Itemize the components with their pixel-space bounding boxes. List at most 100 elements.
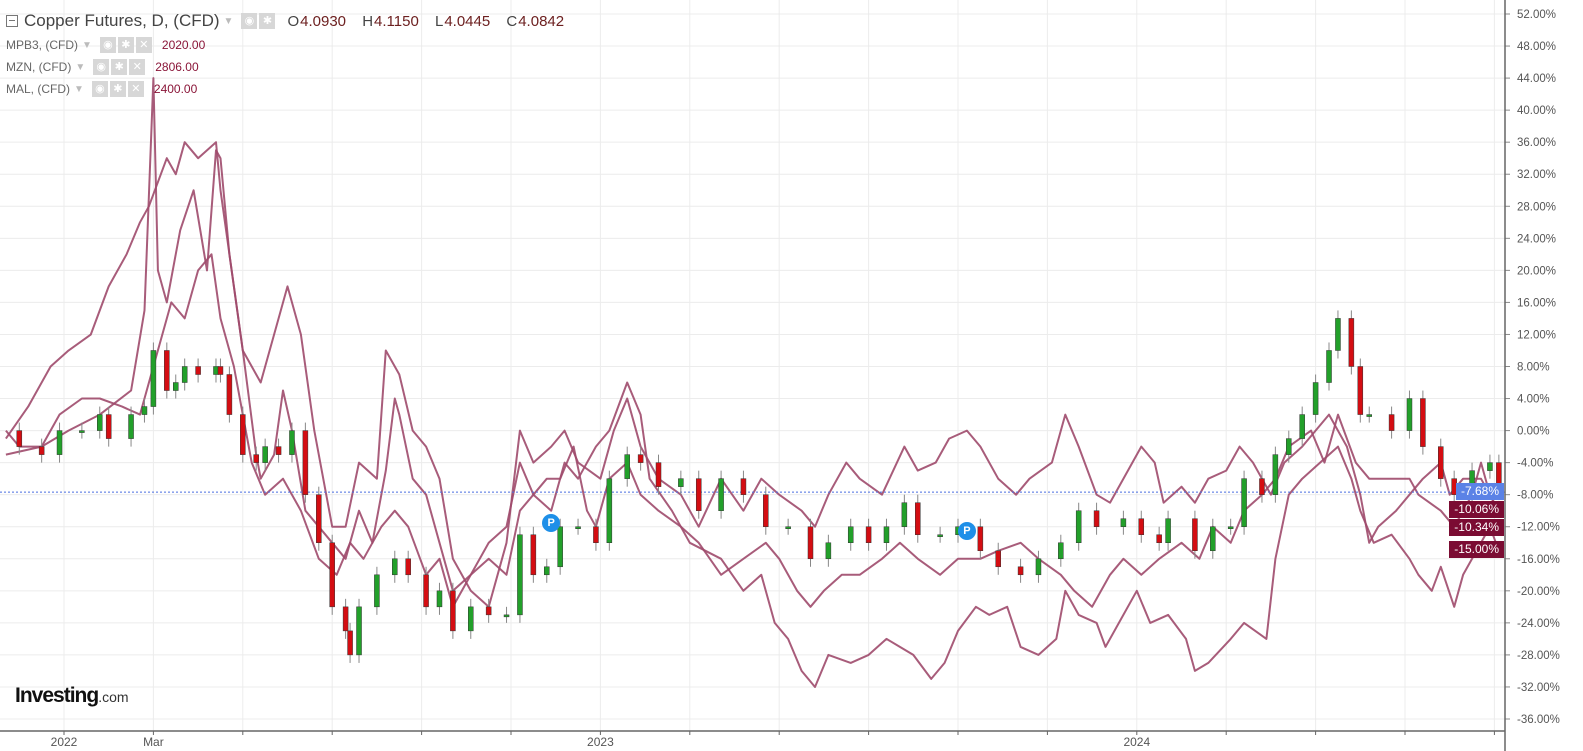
- x-tick-label: Mar: [143, 735, 164, 749]
- y-tick-label: 4.00%: [1517, 394, 1550, 406]
- candle-down: [1138, 518, 1145, 535]
- y-tick-label: 48.00%: [1517, 41, 1556, 53]
- candle-down: [1259, 478, 1265, 495]
- gear-icon[interactable]: ✱: [117, 37, 134, 53]
- x-tick-label: 2023: [587, 735, 614, 749]
- candle-down: [226, 374, 233, 415]
- eye-icon[interactable]: ◉: [91, 81, 108, 97]
- legend-series-mal: MAL, (CFD) ▼ ◉ ✱ ✕ 2400.00: [6, 78, 576, 100]
- series-value: 2806.00: [155, 60, 199, 74]
- gear-icon[interactable]: ✱: [259, 13, 276, 29]
- close-icon[interactable]: ✕: [129, 59, 146, 75]
- candle-up: [1227, 526, 1234, 529]
- open-value: 4.0930: [300, 12, 347, 30]
- candle-down: [1192, 518, 1198, 552]
- chevron-down-icon[interactable]: ▼: [82, 39, 92, 51]
- y-tick-label: 28.00%: [1517, 201, 1556, 213]
- low-label: L: [434, 12, 444, 30]
- candle-down: [329, 542, 335, 608]
- high-label: H: [362, 12, 374, 30]
- candles: [16, 310, 1502, 663]
- gear-icon[interactable]: ✱: [109, 81, 126, 97]
- eye-icon[interactable]: ◉: [99, 37, 116, 53]
- candle-down: [1156, 534, 1162, 544]
- candle-up: [901, 502, 908, 527]
- candle-up: [181, 366, 188, 383]
- candle-down: [1388, 414, 1395, 431]
- last-value-badge-mpb3: -10.34%: [1449, 519, 1504, 536]
- candle-up: [883, 526, 890, 544]
- y-tick-label: 44.00%: [1517, 73, 1556, 85]
- investing-logo[interactable]: Investing.com: [15, 684, 129, 708]
- logo-suffix: .com: [98, 689, 129, 705]
- event-marker[interactable]: P: [542, 513, 561, 532]
- candle-down: [1348, 318, 1355, 367]
- chevron-down-icon[interactable]: ▼: [223, 15, 234, 27]
- candle-up: [1075, 510, 1082, 544]
- candle-up: [678, 478, 684, 487]
- y-tick-label: -8.00%: [1517, 490, 1553, 502]
- last-value-badge-mzn: -10.06%: [1449, 501, 1504, 518]
- collapse-icon[interactable]: [6, 15, 18, 27]
- y-tick-label: 8.00%: [1517, 362, 1550, 374]
- candle-up: [575, 526, 581, 529]
- candle-up: [1312, 382, 1319, 415]
- y-tick-label: -32.00%: [1517, 682, 1560, 694]
- legend-main: Copper Futures, D, (CFD) ▼ ◉ ✱ O4.0930 H…: [6, 8, 576, 34]
- y-tick-label: 0.00%: [1517, 426, 1550, 438]
- candle-up: [392, 558, 398, 576]
- candle-down: [105, 414, 112, 439]
- candle-down: [655, 462, 662, 487]
- y-tick-label: 12.00%: [1517, 329, 1556, 341]
- candle-down: [1438, 446, 1444, 479]
- candle-up: [517, 534, 523, 616]
- candle-down: [195, 366, 201, 375]
- event-marker[interactable]: P: [957, 521, 976, 540]
- candle-down: [275, 446, 282, 455]
- close-value: 4.0842: [518, 12, 565, 30]
- close-icon[interactable]: ✕: [135, 37, 152, 53]
- candle-down: [977, 526, 984, 552]
- y-tick-label: 32.00%: [1517, 169, 1556, 181]
- last-value-badge-mal: -15.00%: [1449, 541, 1504, 558]
- series-name[interactable]: MAL, (CFD): [6, 82, 70, 96]
- legend-series-mpb3: MPB3, (CFD) ▼ ◉ ✱ ✕ 2020.00: [6, 34, 576, 56]
- candle-up: [173, 382, 179, 391]
- candle-up: [718, 478, 724, 511]
- candle-down: [740, 478, 747, 495]
- candle-up: [1210, 526, 1216, 552]
- candle-down: [347, 630, 353, 656]
- close-icon[interactable]: ✕: [127, 81, 144, 97]
- legend-title[interactable]: Copper Futures, D, (CFD): [24, 11, 220, 30]
- candle-up: [544, 566, 550, 576]
- candle-up: [289, 430, 295, 455]
- candle-down: [423, 574, 429, 608]
- candle-down: [763, 494, 769, 527]
- candle-down: [807, 526, 814, 560]
- y-tick-label: 24.00%: [1517, 233, 1556, 245]
- y-tick-label: 36.00%: [1517, 137, 1556, 149]
- candle-up: [374, 574, 380, 608]
- chevron-down-icon[interactable]: ▼: [75, 61, 86, 73]
- candle-up: [1165, 518, 1171, 543]
- candle-up: [1286, 438, 1292, 455]
- candle-down: [1093, 510, 1100, 527]
- eye-icon[interactable]: ◉: [93, 59, 110, 75]
- series-name[interactable]: MZN, (CFD): [6, 60, 72, 74]
- series-name[interactable]: MPB3, (CFD): [6, 38, 78, 52]
- candle-up: [356, 606, 362, 656]
- eye-icon[interactable]: ◉: [241, 13, 258, 29]
- candle-up: [937, 534, 943, 537]
- chevron-down-icon[interactable]: ▼: [74, 83, 84, 95]
- grid: [0, 0, 1505, 731]
- candle-up: [262, 446, 268, 463]
- candle-down: [1357, 366, 1364, 415]
- series-line-mal: [5, 77, 1500, 688]
- candle-down: [240, 414, 246, 455]
- gear-icon[interactable]: ✱: [111, 59, 128, 75]
- y-tick-label: -4.00%: [1517, 458, 1553, 470]
- candle-down: [450, 590, 456, 632]
- last-value-badge-copper: -7.68%: [1455, 483, 1504, 500]
